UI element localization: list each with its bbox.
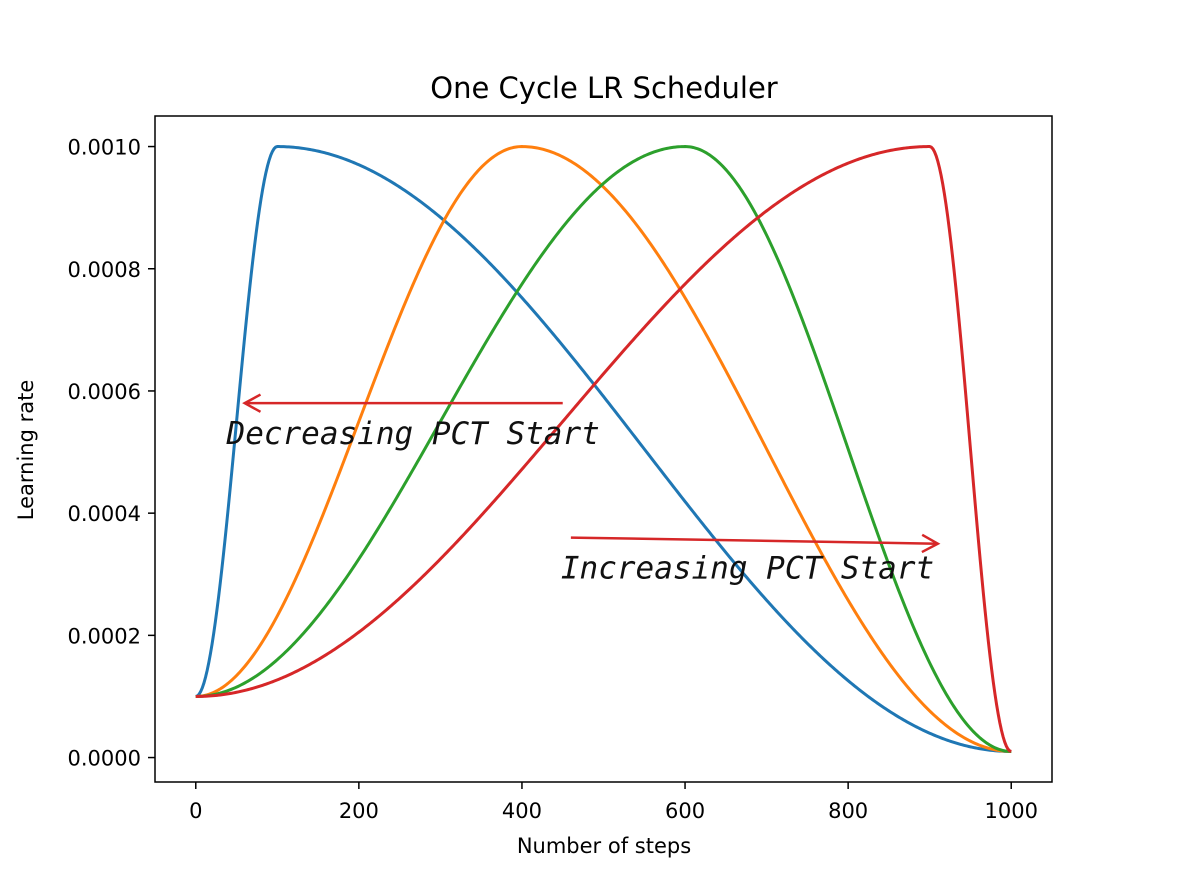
y-tick-label: 0.0010 <box>68 136 141 160</box>
series-line-3 <box>195 145 1012 753</box>
x-axis-label: Number of steps <box>517 834 691 858</box>
y-tick-label: 0.0006 <box>68 380 141 404</box>
annotation-text-2: Increasing PCT Start <box>561 550 934 586</box>
annotation-arrowhead-1 <box>242 393 262 413</box>
x-tick-label: 600 <box>665 799 705 823</box>
y-tick-label: 0.0002 <box>68 624 141 648</box>
annotation-arrowhead-2 <box>921 533 941 554</box>
x-tick-label: 200 <box>339 799 379 823</box>
series-line-2 <box>195 145 1012 753</box>
series-line-4 <box>195 145 1012 753</box>
series-line-1 <box>195 145 1012 753</box>
y-tick-label: 0.0004 <box>68 502 141 526</box>
x-tick-label: 400 <box>502 799 542 823</box>
annotation-text-1: Decreasing PCT Start <box>226 416 600 452</box>
y-axis-label: Learning rate <box>14 380 38 521</box>
annotation-arrow-2 <box>570 536 938 545</box>
plot-area: 0 200 400 600 800 1000 0.0000 0.0002 0.0004 0.000… <box>68 115 1053 823</box>
y-tick-label: 0.0008 <box>68 258 141 282</box>
axes-frame <box>154 115 1053 783</box>
x-tick-label: 0 <box>189 799 202 823</box>
x-tick-label: 800 <box>828 799 868 823</box>
x-tick-label: 1000 <box>985 799 1038 823</box>
y-tick-label: 0.0000 <box>68 747 141 771</box>
chart-title: One Cycle LR Scheduler <box>430 71 778 105</box>
